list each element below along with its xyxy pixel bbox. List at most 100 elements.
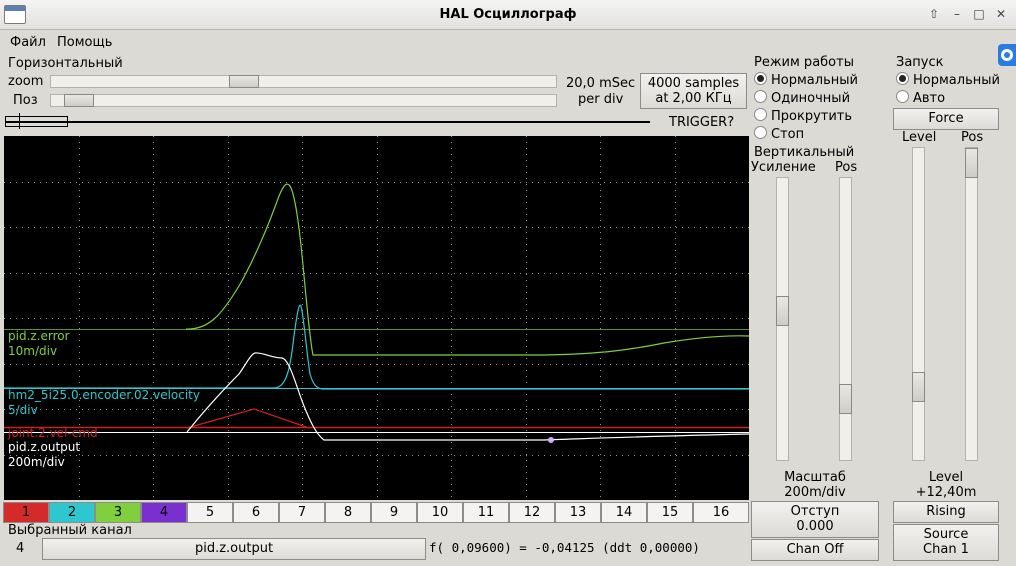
channel-button-5[interactable]: 5 — [187, 502, 233, 523]
menu-file[interactable]: Файл — [10, 35, 46, 50]
trigger-marker — [19, 113, 20, 129]
vertical-pos-slider[interactable] — [839, 177, 852, 461]
radio-icon[interactable] — [754, 108, 767, 121]
offset-value: 0.000 — [796, 519, 834, 534]
channel-button-11[interactable]: 11 — [463, 502, 509, 523]
offset-button[interactable]: Отступ 0.000 — [751, 501, 879, 538]
rising-button[interactable]: Rising — [893, 501, 999, 523]
pos-slider[interactable] — [50, 94, 557, 107]
scope-display[interactable] — [4, 136, 749, 500]
channel-button-10[interactable]: 10 — [417, 502, 463, 523]
cursor-readout: f( 0,09600) = -0,04125 (ddt 0,00000) — [429, 540, 700, 555]
channel-button-7[interactable]: 7 — [279, 502, 325, 523]
scale-caption: Масштаб — [784, 470, 846, 485]
channel-button-6[interactable]: 6 — [233, 502, 279, 523]
vertical-pos-thumb[interactable] — [839, 384, 852, 414]
menu-help[interactable]: Помощь — [57, 35, 113, 50]
channel-button-15[interactable]: 15 — [647, 502, 693, 523]
run-mode-single[interactable]: Одиночный — [754, 90, 850, 106]
trigger-status: TRIGGER? — [669, 115, 735, 130]
radio-icon[interactable] — [896, 72, 909, 85]
trigger-pos-thumb[interactable] — [965, 148, 978, 178]
radio-icon[interactable] — [754, 126, 767, 139]
trace-scale-pid-z-output: 200m/div — [8, 455, 65, 469]
zoom-slider[interactable] — [50, 75, 557, 88]
channel-button-2[interactable]: 2 — [49, 502, 95, 523]
run-mode-roll[interactable]: Прокрутить — [754, 108, 852, 124]
pos-slider-thumb[interactable] — [64, 94, 94, 107]
record-bar[interactable] — [5, 121, 650, 123]
trace-encoder-velocity — [4, 304, 749, 390]
vertical-group-label: Вертикальный — [754, 145, 855, 160]
source-caption: Source — [923, 527, 969, 542]
vertical-gain-slider[interactable] — [776, 177, 789, 461]
trace-scale-encoder-velocity: 5/div — [8, 403, 38, 417]
channel-button-16[interactable]: 16 — [693, 502, 749, 523]
channel-button-9[interactable]: 9 — [371, 502, 417, 523]
selected-channel-label: Выбранный канал — [8, 523, 132, 538]
radio-icon[interactable] — [754, 90, 767, 103]
cursor-marker — [548, 437, 554, 443]
channel-button-1[interactable]: 1 — [3, 502, 49, 523]
rate-line1: 20,0 mSec — [566, 76, 636, 91]
close-icon[interactable]: ✕ — [995, 7, 1007, 21]
selected-channel-number: 4 — [16, 541, 25, 556]
trace-label-joint-vel-cmd: joint.2.vel-cmd — [8, 426, 98, 440]
pos-label: Поз — [13, 93, 38, 108]
title-bar: HAL Осциллограф ⇧ – □ ✕ — [0, 0, 1016, 30]
trigger-level-slider[interactable] — [912, 147, 925, 461]
trigger-mode-auto[interactable]: Авто — [896, 90, 945, 106]
vertical-pos-label: Pos — [835, 160, 858, 175]
run-mode-normal[interactable]: Нормальный — [754, 72, 858, 88]
trace-joint-vel-cmd — [186, 408, 310, 429]
rate-line2: per div — [578, 92, 624, 107]
selected-channel-name-button[interactable]: pid.z.output — [42, 538, 426, 560]
window-title: HAL Осциллограф — [439, 7, 577, 22]
trigger-group-label: Запуск — [896, 55, 944, 70]
zoom-label: zoom — [8, 74, 44, 89]
shade-icon[interactable]: ⇧ — [928, 7, 940, 21]
run-mode-stop[interactable]: Стоп — [754, 126, 804, 142]
trigger-level-thumb[interactable] — [912, 372, 925, 402]
samples-button[interactable]: 4000 samples at 2,00 КГц — [640, 73, 747, 109]
trigger-level-value: +12,40m — [915, 485, 977, 500]
trace-pid-z-output — [186, 352, 749, 441]
remote-control-icon[interactable] — [998, 44, 1016, 66]
samples-line2: at 2,00 КГц — [655, 91, 732, 106]
channel-button-4[interactable]: 4 — [141, 502, 187, 523]
minimize-icon[interactable]: – — [954, 7, 960, 21]
channel-button-12[interactable]: 12 — [509, 502, 555, 523]
trigger-pos-label: Pos — [961, 130, 984, 145]
menu-bar: Файл Помощь — [0, 31, 1016, 55]
vertical-gain-label: Усиление — [751, 160, 816, 175]
trace-pid-z-error — [185, 183, 749, 356]
channel-button-8[interactable]: 8 — [325, 502, 371, 523]
channel-button-14[interactable]: 14 — [601, 502, 647, 523]
trace-label-pid-z-output: pid.z.output — [8, 440, 81, 454]
offset-caption: Отступ — [790, 504, 840, 519]
vertical-gain-thumb[interactable] — [776, 296, 789, 326]
chan-off-button[interactable]: Chan Off — [751, 539, 879, 561]
trigger-level-caption: Level — [928, 470, 964, 485]
trace-scale-pid-z-error: 10m/div — [8, 344, 58, 358]
channel-button-3[interactable]: 3 — [95, 502, 141, 523]
samples-line1: 4000 samples — [647, 76, 740, 91]
horizontal-group-label: Горизонтальный — [8, 56, 123, 71]
force-button[interactable]: Force — [893, 108, 999, 130]
trigger-mode-normal[interactable]: Нормальный — [896, 72, 1000, 88]
run-mode-label: Режим работы — [754, 55, 854, 70]
source-button[interactable]: Source Chan 1 — [893, 524, 999, 561]
record-window[interactable] — [5, 116, 68, 127]
trigger-pos-slider[interactable] — [965, 147, 978, 461]
source-value: Chan 1 — [923, 542, 969, 557]
scale-value: 200m/div — [784, 485, 846, 500]
trace-label-pid-z-error: pid.z.error — [8, 329, 70, 343]
trigger-level-label: Level — [902, 130, 937, 145]
window-menu-icon[interactable] — [4, 5, 26, 24]
zoom-slider-thumb[interactable] — [229, 75, 259, 88]
trace-label-encoder-velocity: hm2_5i25.0.encoder.02.velocity — [8, 388, 200, 402]
channel-button-13[interactable]: 13 — [555, 502, 601, 523]
radio-icon[interactable] — [754, 72, 767, 85]
maximize-icon[interactable]: □ — [973, 7, 985, 21]
radio-icon[interactable] — [896, 90, 909, 103]
